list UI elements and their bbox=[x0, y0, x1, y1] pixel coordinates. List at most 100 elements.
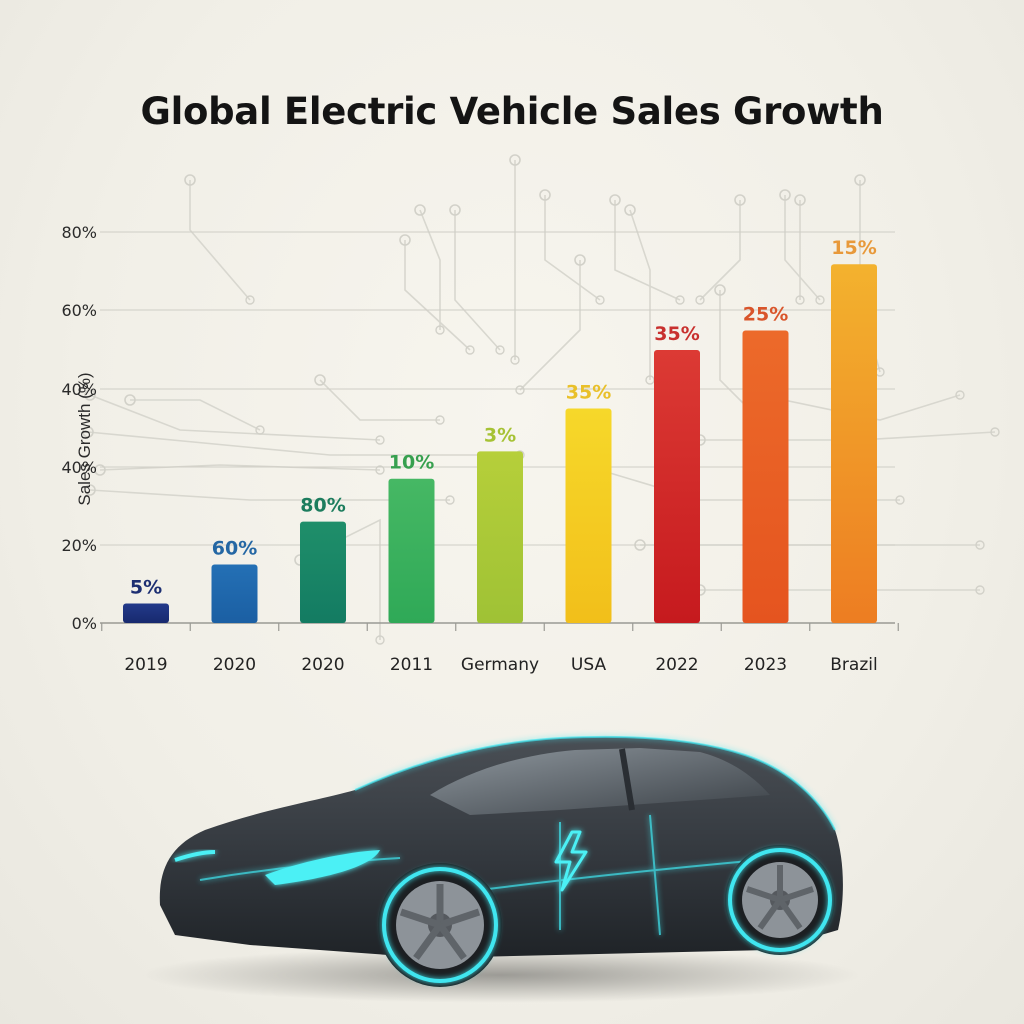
bar-2 bbox=[211, 564, 258, 623]
circuit-node bbox=[375, 435, 385, 445]
circuit-node bbox=[495, 345, 505, 355]
circuit-node bbox=[975, 585, 985, 595]
circuit-node bbox=[245, 295, 255, 305]
circuit-node bbox=[990, 427, 1000, 437]
x-tick-label: 2022 bbox=[655, 655, 698, 675]
x-tick-label: USA bbox=[571, 655, 607, 675]
bar-4 bbox=[388, 478, 435, 623]
circuit-trace bbox=[419, 209, 441, 330]
data-label: 5% bbox=[130, 577, 162, 599]
circuit-trace bbox=[87, 431, 520, 456]
x-tick-label: 2019 bbox=[124, 655, 167, 675]
data-label: 80% bbox=[300, 495, 345, 517]
data-label: 35% bbox=[654, 323, 699, 345]
circuit-node bbox=[975, 540, 985, 550]
data-label: 10% bbox=[389, 452, 434, 474]
circuit-node bbox=[815, 295, 825, 305]
circuit-trace bbox=[189, 180, 251, 301]
x-tick-label: 2020 bbox=[301, 655, 344, 675]
car-pillar bbox=[619, 748, 635, 811]
bar-8 bbox=[742, 330, 789, 623]
chart-title: Global Electric Vehicle Sales Growth bbox=[140, 90, 884, 133]
circuit-node bbox=[465, 345, 475, 355]
circuit-trace bbox=[99, 464, 381, 471]
circuit-trace bbox=[89, 489, 450, 501]
circuit-node bbox=[84, 389, 96, 401]
circuit-trace bbox=[89, 394, 381, 441]
circuit-trace bbox=[784, 195, 821, 301]
circuit-node bbox=[794, 194, 806, 206]
x-tick-label: 2011 bbox=[390, 655, 433, 675]
circuit-node bbox=[955, 390, 965, 400]
circuit-trace bbox=[404, 240, 471, 351]
circuit-node bbox=[734, 194, 746, 206]
bar-7 bbox=[654, 350, 700, 623]
circuit-node bbox=[509, 154, 521, 166]
circuit-node bbox=[779, 189, 791, 201]
circuit-node bbox=[854, 174, 866, 186]
x-axis-labels: 2019 2020 2020 2011 Germany USA 2022 2023 Brazil bbox=[124, 655, 877, 675]
circuit-node bbox=[574, 254, 586, 266]
circuit-node bbox=[515, 385, 525, 395]
circuit-node bbox=[84, 484, 96, 496]
car-windows bbox=[430, 748, 770, 815]
circuit-node bbox=[414, 204, 426, 216]
circuit-node bbox=[184, 174, 196, 186]
data-label: 15% bbox=[831, 237, 876, 259]
circuit-node bbox=[375, 465, 385, 475]
front-wheel bbox=[378, 863, 502, 987]
data-labels: 5% 60% 80% 10% 3% 35% 35% 25% 15% bbox=[130, 237, 877, 598]
circuit-trace bbox=[629, 209, 651, 380]
y-axis-ticks: 0% 20% 40% 40% 60% 80% bbox=[61, 223, 97, 633]
bar-5 bbox=[477, 451, 523, 623]
bar-3 bbox=[300, 521, 346, 623]
car-shadow bbox=[140, 947, 860, 1003]
circuit-node bbox=[695, 295, 705, 305]
bar-9 bbox=[831, 264, 877, 623]
circuit-node bbox=[595, 295, 605, 305]
data-label: 3% bbox=[484, 424, 516, 446]
circuit-node bbox=[609, 194, 621, 206]
x-tick-label: 2020 bbox=[213, 655, 256, 675]
y-tick-label: 80% bbox=[61, 223, 97, 242]
circuit-node bbox=[795, 295, 805, 305]
circuit-node bbox=[435, 415, 445, 425]
bar-1 bbox=[123, 603, 169, 623]
circuit-node bbox=[445, 495, 455, 505]
circuit-node bbox=[895, 495, 905, 505]
circuit-node bbox=[539, 189, 551, 201]
rear-wheel bbox=[725, 845, 835, 955]
circuit-trace bbox=[614, 200, 681, 301]
circuit-trace bbox=[130, 399, 261, 431]
y-tick-label: 60% bbox=[61, 301, 97, 320]
circuit-trace bbox=[544, 195, 601, 301]
circuit-trace bbox=[319, 379, 440, 421]
data-label: 35% bbox=[566, 382, 611, 404]
circuit-node bbox=[510, 355, 520, 365]
x-tick-label: Germany bbox=[461, 655, 539, 675]
circuit-trace bbox=[699, 200, 741, 301]
car-glow-lines bbox=[199, 735, 836, 936]
circuit-trace bbox=[759, 394, 961, 421]
circuit-node bbox=[375, 635, 385, 645]
lightning-bolt-icon bbox=[554, 830, 588, 892]
circuit-node bbox=[449, 204, 461, 216]
circuit-node bbox=[714, 284, 726, 296]
x-tick-label: Brazil bbox=[830, 655, 877, 675]
circuit-node bbox=[435, 325, 445, 335]
circuit-node bbox=[624, 204, 636, 216]
circuit-node bbox=[255, 425, 265, 435]
bar-6 bbox=[565, 408, 612, 623]
x-tick-label: 2023 bbox=[744, 655, 787, 675]
circuit-trace bbox=[519, 260, 581, 391]
circuit-node bbox=[675, 295, 685, 305]
headlight bbox=[265, 850, 380, 885]
y-tick-label: 20% bbox=[61, 536, 97, 555]
y-axis-title: Sales Growth (%) bbox=[75, 372, 94, 506]
data-label: 25% bbox=[743, 304, 788, 326]
circuit-trace bbox=[454, 210, 501, 351]
y-tick-label: 40% bbox=[61, 458, 97, 477]
circuit-node bbox=[82, 426, 94, 438]
